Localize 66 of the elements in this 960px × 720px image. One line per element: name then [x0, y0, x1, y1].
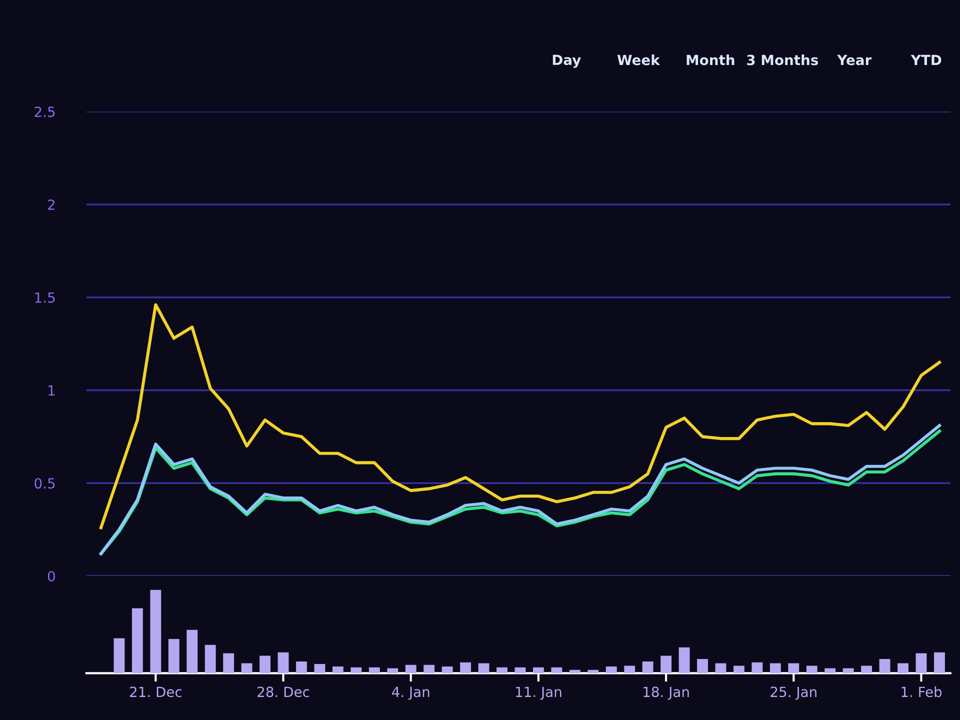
bar [879, 659, 890, 674]
x-tick-label: 25. Jan [770, 686, 816, 700]
bar [770, 663, 781, 674]
bar [278, 652, 289, 674]
bar [332, 666, 344, 674]
x-tick-label: 1. Feb [902, 686, 942, 698]
bar [223, 653, 234, 674]
bar [916, 653, 927, 674]
bar [241, 663, 252, 674]
bar [532, 667, 544, 674]
bar [697, 659, 708, 674]
bar [478, 663, 490, 674]
bar [934, 652, 945, 674]
bar [806, 666, 818, 674]
bar [314, 664, 326, 674]
y-tick-label: 0 [48, 570, 55, 582]
bar [405, 664, 416, 674]
y-tick-label: 1.5 [35, 292, 55, 303]
bar [114, 638, 125, 674]
bar [588, 670, 599, 674]
bar [442, 666, 453, 674]
bar [824, 668, 836, 674]
bar [551, 667, 562, 674]
bar [898, 663, 908, 674]
bar [460, 662, 472, 674]
bar [168, 639, 180, 674]
bar [788, 663, 800, 674]
line-series [99, 303, 941, 530]
bar [368, 667, 380, 674]
text: Week [617, 54, 660, 66]
bar [752, 662, 763, 674]
bar [715, 663, 726, 674]
y-tick-label: 2.5 [34, 106, 55, 118]
bar [186, 630, 198, 674]
y-tick-label: 0.5 [34, 478, 55, 489]
bar [861, 666, 872, 674]
bar [496, 667, 508, 674]
bar [642, 662, 654, 674]
x-tick-label: 21. Dec [130, 686, 182, 698]
bar [733, 666, 744, 674]
bar [624, 666, 636, 674]
text: Day [552, 54, 581, 68]
bar [132, 608, 143, 674]
bar [150, 590, 162, 674]
bar [678, 647, 690, 674]
bar [260, 656, 270, 674]
text: YTD [910, 54, 942, 66]
x-tick-label: 18. Jan [644, 686, 689, 700]
bar [569, 670, 580, 674]
bar [387, 668, 398, 674]
text: Year [837, 54, 872, 66]
bar [296, 662, 307, 674]
x-tick-label: 28. Dec [258, 686, 310, 698]
text: Month [686, 54, 734, 66]
text: 3 Months [747, 54, 818, 66]
x-tick-label: 11. Jan [516, 686, 562, 700]
bar [204, 644, 216, 674]
x-tick-label: 4. Jan [392, 686, 430, 700]
y-tick-label: 1 [48, 385, 55, 396]
bar [660, 656, 672, 674]
bar [424, 664, 435, 674]
y-tick-label: 2 [48, 199, 54, 210]
bar [606, 666, 617, 674]
bar [842, 668, 854, 674]
bar [514, 667, 526, 674]
bar [350, 667, 362, 674]
